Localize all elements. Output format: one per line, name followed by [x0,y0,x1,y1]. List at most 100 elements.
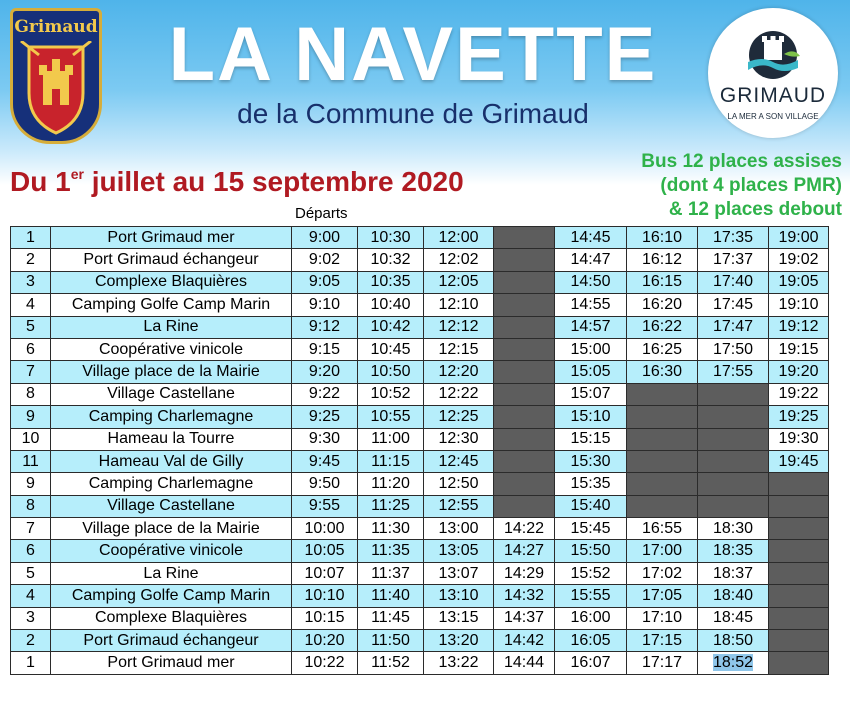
grimaud-brand-logo: GRIMAUD LA MER A SON VILLAGE [708,8,838,138]
no-service-cell [768,651,829,675]
dates-rest: juillet au 15 septembre 2020 [83,166,464,197]
stop-number: 2 [10,248,51,272]
departure-time: 11:25 [357,494,424,519]
departure-time: 12:45 [423,449,494,474]
stop-number: 10 [10,427,51,451]
departure-time: 10:00 [291,517,358,541]
departure-time: 10:15 [291,606,358,631]
departure-time: 17:15 [626,629,698,653]
stop-name: Camping Golfe Camp Marin [50,293,292,317]
stop-number: 11 [10,449,51,474]
table-row: 9 Camping Charlemagne 9:50 11:20 12:50 15:35 [10,472,829,496]
departure-time: 10:40 [357,293,424,317]
table-row: 6 Coopérative vinicole 9:15 10:45 12:15 15:00… [10,337,829,362]
stop-name: Camping Golfe Camp Marin [50,584,292,608]
departure-time: 10:10 [291,584,358,608]
departure-time: 14:22 [493,517,555,541]
no-service-cell [493,315,555,339]
departure-time: 12:00 [423,225,494,250]
no-service-cell [697,427,769,451]
departures-label: Départs [295,205,348,222]
table-row: 3 Complexe Blaquières 10:15 11:45 13:15 14:37… [10,606,829,631]
no-service-cell [626,382,698,407]
departure-time: 14:50 [554,270,627,295]
dates-superscript: er [70,166,84,182]
departure-time: 9:00 [291,225,358,250]
no-service-cell [768,539,829,563]
stop-name: Village place de la Mairie [50,360,292,384]
no-service-cell [626,494,698,519]
departure-time: 9:25 [291,405,358,429]
departure-time: 19:02 [768,248,829,272]
departure-time: 12:05 [423,270,494,295]
departure-time: 15:45 [554,517,627,541]
departure-time: 14:55 [554,293,627,317]
departure-time: 16:00 [554,606,627,631]
departure-time: 10:42 [357,315,424,339]
stop-number: 9 [10,472,51,496]
stop-name: Port Grimaud échangeur [50,248,292,272]
no-service-cell [626,449,698,474]
departure-time: 15:50 [554,539,627,563]
departure-time: 16:07 [554,651,627,675]
table-row: 4 Camping Golfe Camp Marin 10:10 11:40 13:10… [10,584,829,608]
departure-time: 13:05 [423,539,494,563]
timetable: 1 Port Grimaud mer 9:00 10:30 12:00 14:45 16:1… [10,225,829,675]
stop-number: 6 [10,337,51,362]
departure-time: 16:25 [626,337,698,362]
no-service-cell [493,360,555,384]
bus-info-line: & 12 places debout [668,199,842,220]
departure-time: 13:20 [423,629,494,653]
stop-name: Village place de la Mairie [50,517,292,541]
table-row: 7 Village place de la Mairie 10:00 11:30 13:… [10,517,829,541]
stop-name: Port Grimaud mer [50,225,292,250]
table-row: 8 Village Castellane 9:22 10:52 12:22 15:07 19… [10,382,829,407]
stop-number: 3 [10,270,51,295]
departure-time: 12:55 [423,494,494,519]
no-service-cell [493,270,555,295]
departure-time: 11:00 [357,427,424,451]
departure-time: 12:25 [423,405,494,429]
departure-time: 13:00 [423,517,494,541]
departure-time: 17:10 [626,606,698,631]
departure-time: 16:12 [626,248,698,272]
departure-time: 10:05 [291,539,358,563]
departure-time: 17:02 [626,561,698,586]
table-row: 3 Complexe Blaquières 9:05 10:35 12:05 14:50 1… [10,270,829,295]
stop-name: Complexe Blaquières [50,606,292,631]
stop-number: 6 [10,539,51,563]
no-service-cell [493,225,555,250]
page-subtitle: de la Commune de Grimaud [237,98,589,129]
departure-time: 10:35 [357,270,424,295]
stop-name: Camping Charlemagne [50,472,292,496]
departure-time: 10:45 [357,337,424,362]
departure-time: 10:22 [291,651,358,675]
departure-time: 9:30 [291,427,358,451]
tower-wave-icon [748,31,800,79]
crest-label: Grimaud [14,17,98,37]
departure-time: 9:05 [291,270,358,295]
table-row: 7 Village place de la Mairie 9:20 10:50 12:2… [10,360,829,384]
departure-time: 14:29 [493,561,555,586]
departure-time: 10:07 [291,561,358,586]
departure-time: 12:15 [423,337,494,362]
departure-time: 15:00 [554,337,627,362]
stop-name: La Rine [50,315,292,339]
departure-time: 11:30 [357,517,424,541]
no-service-cell [493,494,555,519]
stop-name: Hameau la Tourre [50,427,292,451]
departure-time: 9:20 [291,360,358,384]
departure-time-text: 18:52 [712,654,754,672]
stop-name: Hameau Val de Gilly [50,449,292,474]
departure-time: 19:22 [768,382,829,407]
departure-time: 14:57 [554,315,627,339]
no-service-cell [493,449,555,474]
stop-number: 7 [10,517,51,541]
departure-time: 14:45 [554,225,627,250]
no-service-cell [493,382,555,407]
departure-time: 17:45 [697,293,769,317]
stop-number: 8 [10,494,51,519]
departure-time: 13:15 [423,606,494,631]
no-service-cell [493,248,555,272]
departure-time: 11:15 [357,449,424,474]
